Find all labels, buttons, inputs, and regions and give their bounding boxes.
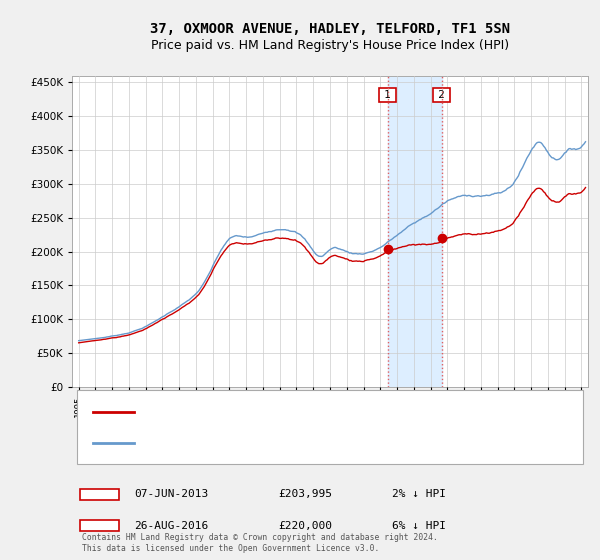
Text: £203,995: £203,995 xyxy=(278,489,332,499)
Text: HPI: Average price, detached house, Telford and Wrekin: HPI: Average price, detached house, Telf… xyxy=(144,437,461,447)
Text: 37, OXMOOR AVENUE, HADLEY, TELFORD, TF1 5SN (detached house): 37, OXMOOR AVENUE, HADLEY, TELFORD, TF1 … xyxy=(144,407,497,417)
Text: Contains HM Land Registry data © Crown copyright and database right 2024.
This d: Contains HM Land Registry data © Crown c… xyxy=(82,533,438,553)
Text: Price paid vs. HM Land Registry's House Price Index (HPI): Price paid vs. HM Land Registry's House … xyxy=(151,39,509,52)
Text: 07-JUN-2013: 07-JUN-2013 xyxy=(134,489,208,499)
Text: 6% ↓ HPI: 6% ↓ HPI xyxy=(392,521,446,531)
Text: £220,000: £220,000 xyxy=(278,521,332,531)
FancyBboxPatch shape xyxy=(80,520,119,531)
FancyBboxPatch shape xyxy=(77,390,583,464)
Text: 2% ↓ HPI: 2% ↓ HPI xyxy=(392,489,446,499)
Text: 1: 1 xyxy=(381,90,394,100)
Text: 2: 2 xyxy=(435,90,448,100)
Text: 2: 2 xyxy=(96,521,103,531)
Bar xyxy=(388,76,442,387)
FancyBboxPatch shape xyxy=(80,489,119,500)
Text: 26-AUG-2016: 26-AUG-2016 xyxy=(134,521,208,531)
Text: 1: 1 xyxy=(96,489,103,499)
Text: 37, OXMOOR AVENUE, HADLEY, TELFORD, TF1 5SN: 37, OXMOOR AVENUE, HADLEY, TELFORD, TF1 … xyxy=(150,22,510,36)
